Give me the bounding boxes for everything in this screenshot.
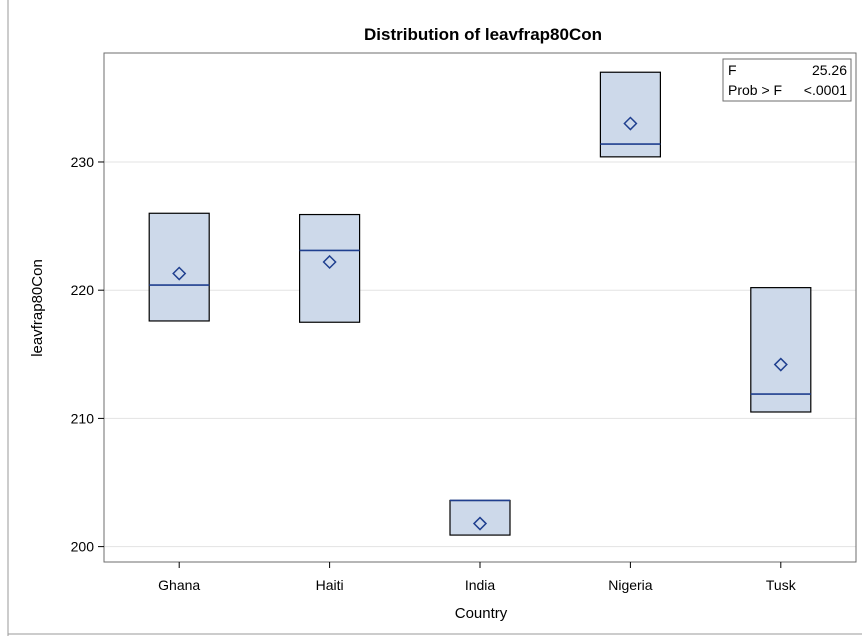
y-tick-label-220: 220: [71, 282, 95, 298]
x-tick-label-haiti: Haiti: [316, 577, 344, 593]
x-tick-label-ghana: Ghana: [158, 577, 200, 593]
stats-f-value: 25.26: [812, 62, 847, 78]
x-axis: Ghana Haiti India Nigeria Tusk: [158, 562, 797, 593]
y-axis: 200 210 220 230: [71, 154, 104, 555]
x-tick-label-tusk: Tusk: [766, 577, 797, 593]
x-axis-label: Country: [455, 605, 508, 622]
stats-prob-label: Prob > F: [728, 82, 782, 98]
y-axis-label: leavfrap80Con: [29, 259, 46, 357]
chart-title: Distribution of leavfrap80Con: [364, 25, 602, 44]
mean-marker-nigeria: [623, 116, 638, 131]
stats-box-border: [722, 58, 852, 102]
y-tick-label-230: 230: [71, 154, 95, 170]
stats-f-label: F: [728, 62, 737, 78]
mean-marker-ghana: [172, 266, 187, 281]
y-tick-label-210: 210: [71, 410, 95, 426]
stats-box: F 25.26 Prob > F <.0001: [722, 58, 852, 102]
mean-marker-haiti: [322, 254, 337, 270]
x-tick-label-india: India: [465, 577, 496, 593]
box-ghana: [148, 212, 210, 322]
y-tick-label-200: 200: [71, 539, 95, 555]
mean-marker-tusk: [773, 357, 788, 372]
box-layer: [148, 71, 812, 536]
box-nigeria: [599, 71, 662, 158]
plot-area-border: [103, 52, 857, 563]
grid-layer: [104, 161, 856, 548]
x-tick-label-nigeria: Nigeria: [608, 577, 653, 593]
stats-prob-value: <.0001: [804, 82, 847, 98]
mean-marker-india: [472, 516, 488, 531]
box-tusk: [750, 287, 812, 413]
